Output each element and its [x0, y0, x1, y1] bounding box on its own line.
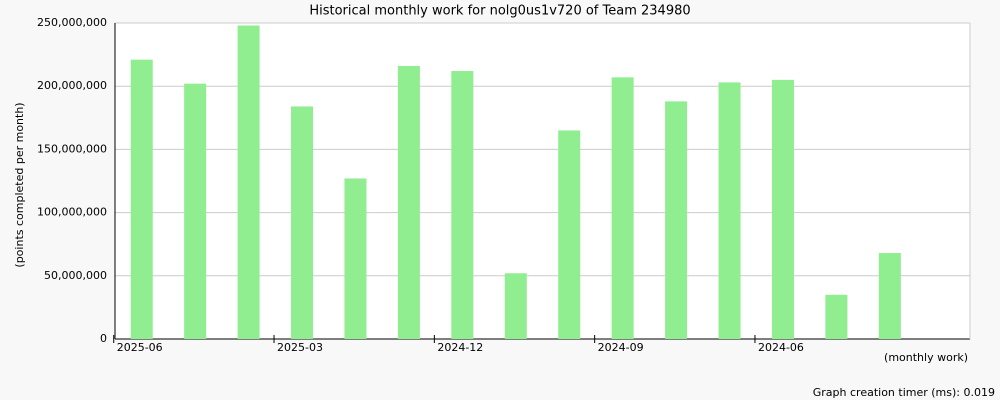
x-tick-label: 2024-12 — [437, 341, 483, 354]
x-axis-label: (monthly work) — [884, 351, 968, 364]
x-tick-label: 2025-03 — [277, 341, 323, 354]
bar — [130, 59, 153, 339]
bar — [878, 253, 901, 339]
chart-title: Historical monthly work for nolg0us1v720… — [309, 4, 690, 19]
y-tick-label: 250,000,000 — [37, 16, 107, 29]
bar — [558, 130, 581, 339]
bar — [237, 25, 260, 339]
x-tick-label: 2024-09 — [598, 341, 644, 354]
footer: Graph creation timer (ms): 0.019 — [813, 386, 995, 399]
bar — [611, 77, 634, 340]
y-tick-label: 0 — [100, 332, 107, 345]
bar — [184, 83, 207, 339]
bar — [825, 294, 848, 339]
bar — [504, 273, 527, 339]
x-tick-label: 2024-06 — [758, 341, 804, 354]
y-tick-label: 100,000,000 — [37, 206, 107, 219]
y-tick-label: 150,000,000 — [37, 142, 107, 155]
bar — [665, 101, 688, 339]
bar — [771, 79, 794, 339]
bar — [291, 106, 314, 339]
bar — [451, 71, 474, 340]
y-tick-label: 50,000,000 — [44, 269, 107, 282]
bar — [344, 178, 367, 339]
y-tick-label: 200,000,000 — [37, 79, 107, 92]
bar — [718, 82, 741, 340]
bar — [397, 65, 420, 339]
y-axis-label: (points completed per month) — [13, 102, 26, 267]
x-tick-label: 2025-06 — [117, 341, 163, 354]
